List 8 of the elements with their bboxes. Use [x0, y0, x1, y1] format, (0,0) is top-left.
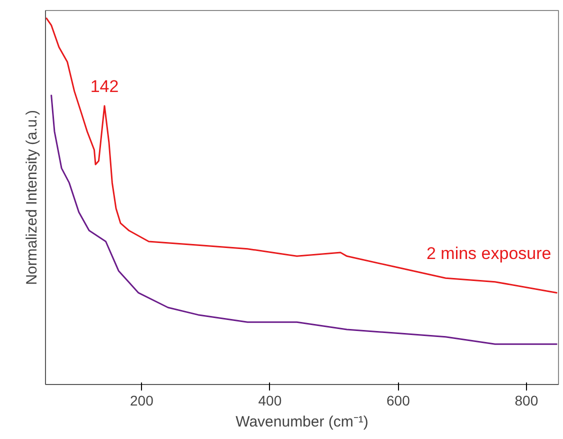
x-tick-label: 800 — [514, 392, 538, 408]
x-tick-label: 600 — [386, 392, 410, 408]
series-label: 2 mins exposure — [426, 244, 552, 263]
annotation: 142 — [90, 76, 119, 96]
x-tick-label: 400 — [258, 392, 282, 408]
y-axis-title: Normalized Intensity (a.u.) — [24, 110, 40, 286]
x-axis-title: Wavenumber (cm⁻¹) — [236, 414, 368, 430]
x-tick-label: 200 — [130, 392, 154, 408]
